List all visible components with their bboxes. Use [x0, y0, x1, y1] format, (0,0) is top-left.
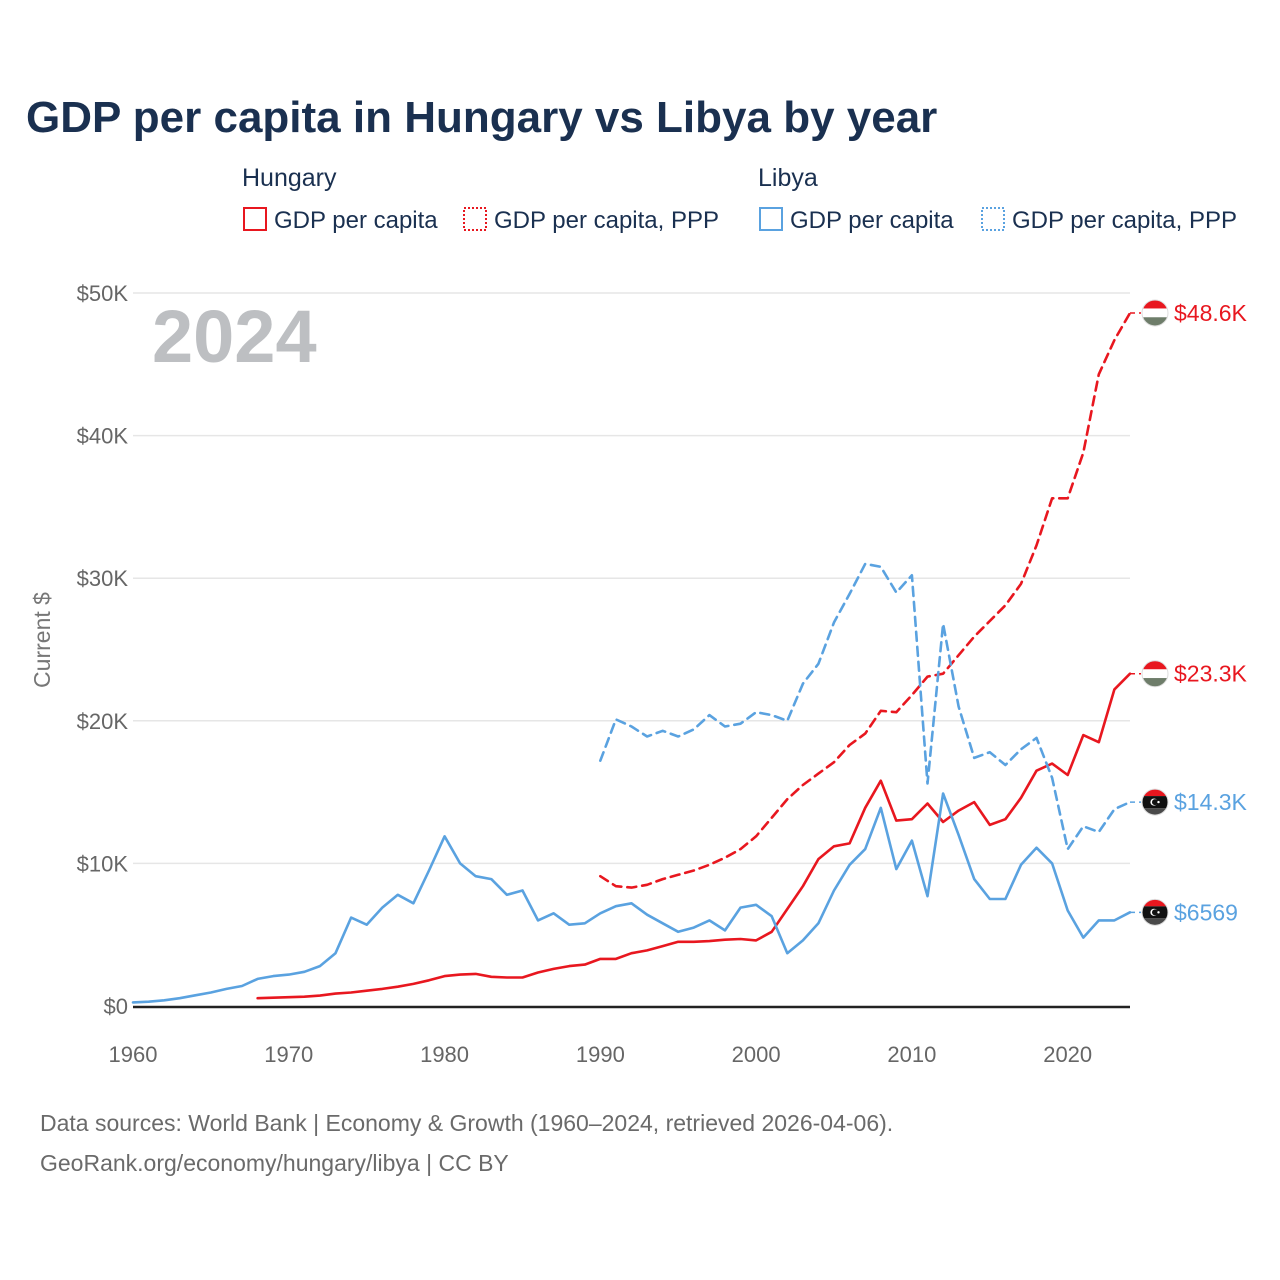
legend-label-hungary-gdp: GDP per capita — [274, 207, 438, 234]
x-tick-label: 1960 — [109, 1042, 158, 1067]
legend-swatch-libya-gdp — [759, 207, 783, 231]
y-tick-label: $20K — [77, 709, 129, 734]
series-line-libya-gdp — [131, 792, 1132, 1004]
y-axis-ticks: $0 $10K $20K $30K $40K $50K — [77, 281, 129, 1019]
end-value-label: $23.3K — [1174, 661, 1248, 687]
source-line-1: Data sources: World Bank | Economy & Gro… — [40, 1110, 893, 1136]
legend-label-libya-gdp: GDP per capita — [790, 207, 954, 234]
legend-label-hungary-ppp: GDP per capita, PPP — [494, 207, 719, 234]
y-tick-label: $50K — [77, 281, 129, 306]
x-tick-label: 1980 — [420, 1042, 469, 1067]
libya-flag-icon — [1141, 898, 1169, 926]
y-tick-label: $40K — [77, 424, 129, 449]
hungary-flag-icon — [1141, 299, 1169, 327]
series-line-hungary-ppp — [598, 311, 1132, 889]
legend-swatch-hungary-gdp — [243, 207, 267, 231]
x-tick-label: 2000 — [732, 1042, 781, 1067]
current-year-watermark: 2024 — [152, 295, 317, 378]
legend: Hungary GDP per capita GDP per capita, P… — [242, 164, 1237, 234]
x-tick-label: 2010 — [887, 1042, 936, 1067]
legend-group-hungary: Hungary — [242, 164, 337, 192]
legend-swatch-libya-ppp — [981, 207, 1005, 231]
end-value-label: $6569 — [1174, 899, 1238, 925]
gridlines — [133, 292, 1130, 865]
end-value-label: $14.3K — [1174, 789, 1248, 815]
source-line-2: GeoRank.org/economy/hungary/libya | CC B… — [40, 1150, 509, 1176]
legend-swatch-hungary-ppp — [463, 207, 487, 231]
legend-label-libya-ppp: GDP per capita, PPP — [1012, 207, 1237, 234]
y-tick-label: $30K — [77, 566, 129, 591]
libya-flag-icon — [1141, 788, 1169, 816]
y-axis-title: Current $ — [29, 592, 55, 688]
series-line-hungary-gdp — [256, 672, 1132, 1000]
x-tick-label: 2020 — [1043, 1042, 1092, 1067]
series-line-libya-ppp — [598, 562, 1132, 851]
hungary-flag-icon — [1141, 660, 1169, 688]
y-tick-label: $0 — [104, 994, 128, 1019]
x-tick-label: 1990 — [576, 1042, 625, 1067]
end-value-label: $48.6K — [1174, 300, 1248, 326]
chart-title: GDP per capita in Hungary vs Libya by ye… — [26, 93, 937, 142]
series-lines — [131, 311, 1132, 1004]
y-tick-label: $10K — [77, 851, 129, 876]
legend-group-libya: Libya — [758, 164, 818, 192]
x-tick-label: 1970 — [264, 1042, 313, 1067]
x-axis-ticks: 1960 1970 1980 1990 2000 2010 2020 — [109, 1042, 1093, 1067]
end-markers: $23.3K $48.6K $6569 $14.3K — [1130, 299, 1248, 926]
